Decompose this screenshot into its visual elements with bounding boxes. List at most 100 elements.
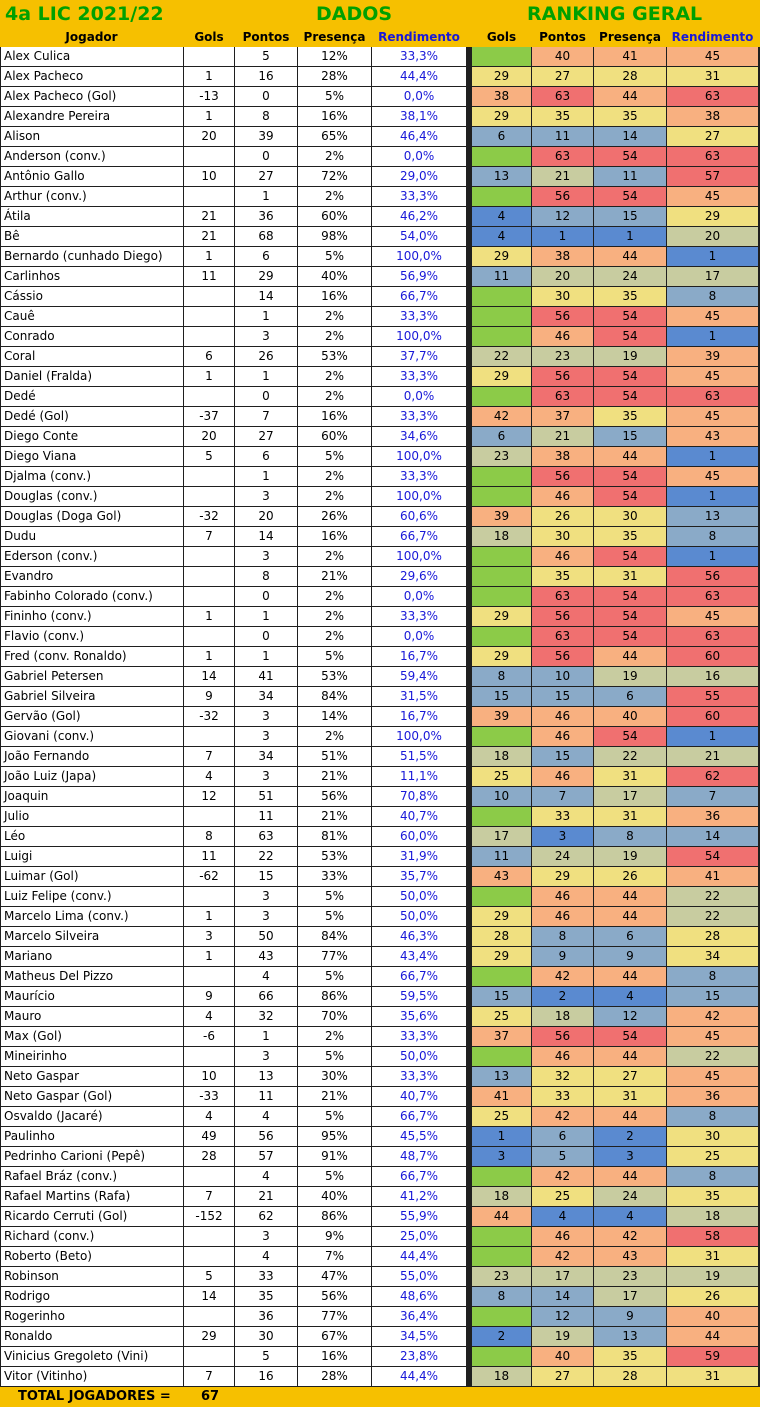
gols-cell[interactable]: 7 [184, 1187, 234, 1206]
presenca-cell[interactable]: 86% [298, 987, 371, 1006]
pontos-cell[interactable]: 4 [235, 1107, 297, 1126]
presenca-cell[interactable]: 77% [298, 947, 371, 966]
rank-presenca-cell[interactable]: 19 [594, 847, 666, 866]
player-name[interactable]: Conrado [1, 327, 183, 346]
table-row[interactable]: Diego Conte 20 27 60% 34,6% 6 21 15 43 [0, 427, 760, 447]
header-rank-rendimento[interactable]: Rendimento [671, 30, 754, 44]
rank-presenca-cell[interactable]: 54 [594, 147, 666, 166]
presenca-cell[interactable]: 84% [298, 927, 371, 946]
rank-gols-cell[interactable] [472, 807, 531, 826]
rendimento-cell[interactable]: 23,8% [372, 1347, 466, 1366]
table-row[interactable]: Rafael Martins (Rafa) 7 21 40% 41,2% 18 25 24 35 [0, 1187, 760, 1207]
table-row[interactable]: Ederson (conv.) 3 2% 100,0% 46 54 1 [0, 547, 760, 567]
player-name[interactable]: Richard (conv.) [1, 1227, 183, 1246]
rank-pontos-cell[interactable]: 46 [532, 727, 593, 746]
rank-pontos-cell[interactable]: 63 [532, 587, 593, 606]
rank-presenca-cell[interactable]: 44 [594, 647, 666, 666]
header-rank-pontos[interactable]: Pontos [539, 30, 586, 44]
rank-pontos-cell[interactable]: 12 [532, 1307, 593, 1326]
rank-presenca-cell[interactable]: 24 [594, 1187, 666, 1206]
rank-pontos-cell[interactable]: 46 [532, 887, 593, 906]
presenca-cell[interactable]: 5% [298, 247, 371, 266]
gols-cell[interactable]: 9 [184, 987, 234, 1006]
rank-rendimento-cell[interactable]: 16 [667, 667, 758, 686]
rendimento-cell[interactable]: 29,0% [372, 167, 466, 186]
gols-cell[interactable] [184, 1247, 234, 1266]
rank-gols-cell[interactable]: 38 [472, 87, 531, 106]
gols-cell[interactable]: 12 [184, 787, 234, 806]
rank-gols-cell[interactable]: 18 [472, 747, 531, 766]
rank-presenca-cell[interactable]: 54 [594, 187, 666, 206]
player-name[interactable]: Fininho (conv.) [1, 607, 183, 626]
gols-cell[interactable] [184, 1347, 234, 1366]
presenca-cell[interactable]: 16% [298, 107, 371, 126]
pontos-cell[interactable]: 16 [235, 67, 297, 86]
rendimento-cell[interactable]: 31,5% [372, 687, 466, 706]
rank-gols-cell[interactable] [472, 567, 531, 586]
pontos-cell[interactable]: 8 [235, 107, 297, 126]
rank-presenca-cell[interactable]: 31 [594, 1087, 666, 1106]
player-name[interactable]: Giovani (conv.) [1, 727, 183, 746]
presenca-cell[interactable]: 2% [298, 727, 371, 746]
rank-gols-cell[interactable]: 10 [472, 787, 531, 806]
rank-presenca-cell[interactable]: 42 [594, 1227, 666, 1246]
gols-cell[interactable]: -37 [184, 407, 234, 426]
rendimento-cell[interactable]: 51,5% [372, 747, 466, 766]
header-rank-gols[interactable]: Gols [486, 30, 517, 44]
rank-rendimento-cell[interactable]: 22 [667, 887, 758, 906]
pontos-cell[interactable]: 36 [235, 207, 297, 226]
presenca-cell[interactable]: 16% [298, 527, 371, 546]
rendimento-cell[interactable]: 34,5% [372, 1327, 466, 1346]
rendimento-cell[interactable]: 55,9% [372, 1207, 466, 1226]
rank-pontos-cell[interactable]: 33 [532, 1087, 593, 1106]
gols-cell[interactable]: 10 [184, 167, 234, 186]
player-name[interactable]: Alex Pacheco [1, 67, 183, 86]
gols-cell[interactable]: 6 [184, 347, 234, 366]
player-name[interactable]: Antônio Gallo [1, 167, 183, 186]
rank-presenca-cell[interactable]: 31 [594, 807, 666, 826]
rendimento-cell[interactable]: 16,7% [372, 647, 466, 666]
rendimento-cell[interactable]: 41,2% [372, 1187, 466, 1206]
table-row[interactable]: Richard (conv.) 3 9% 25,0% 46 42 58 [0, 1227, 760, 1247]
pontos-cell[interactable]: 1 [235, 307, 297, 326]
rank-gols-cell[interactable]: 3 [472, 1147, 531, 1166]
table-row[interactable]: Robinson 5 33 47% 55,0% 23 17 23 19 [0, 1267, 760, 1287]
rank-pontos-cell[interactable]: 42 [532, 967, 593, 986]
rank-gols-cell[interactable]: 2 [472, 1327, 531, 1346]
table-row[interactable]: Max (Gol) -6 1 2% 33,3% 37 56 54 45 [0, 1027, 760, 1047]
presenca-cell[interactable]: 2% [298, 1027, 371, 1046]
rank-rendimento-cell[interactable]: 54 [667, 847, 758, 866]
rank-gols-cell[interactable] [472, 487, 531, 506]
gols-cell[interactable]: 7 [184, 747, 234, 766]
rank-pontos-cell[interactable]: 56 [532, 467, 593, 486]
table-row[interactable]: Gervão (Gol) -32 3 14% 16,7% 39 46 40 60 [0, 707, 760, 727]
player-name[interactable]: Vinicius Gregoleto (Vini) [1, 1347, 183, 1366]
rank-rendimento-cell[interactable]: 63 [667, 87, 758, 106]
rank-gols-cell[interactable]: 41 [472, 1087, 531, 1106]
rank-rendimento-cell[interactable]: 14 [667, 827, 758, 846]
rendimento-cell[interactable]: 50,0% [372, 1047, 466, 1066]
presenca-cell[interactable]: 81% [298, 827, 371, 846]
rank-presenca-cell[interactable]: 15 [594, 207, 666, 226]
gols-cell[interactable]: 1 [184, 67, 234, 86]
rank-gols-cell[interactable] [472, 587, 531, 606]
rank-pontos-cell[interactable]: 63 [532, 387, 593, 406]
rank-pontos-cell[interactable]: 56 [532, 367, 593, 386]
rank-pontos-cell[interactable]: 46 [532, 707, 593, 726]
rank-rendimento-cell[interactable]: 8 [667, 1107, 758, 1126]
rank-rendimento-cell[interactable]: 20 [667, 227, 758, 246]
rank-presenca-cell[interactable]: 35 [594, 1347, 666, 1366]
pontos-cell[interactable]: 13 [235, 1067, 297, 1086]
rendimento-cell[interactable]: 100,0% [372, 247, 466, 266]
presenca-cell[interactable]: 5% [298, 447, 371, 466]
table-row[interactable]: Diego Viana 5 6 5% 100,0% 23 38 44 1 [0, 447, 760, 467]
header-presenca[interactable]: Presença [303, 30, 366, 44]
pontos-cell[interactable]: 11 [235, 1087, 297, 1106]
rank-rendimento-cell[interactable]: 1 [667, 547, 758, 566]
pontos-cell[interactable]: 1 [235, 187, 297, 206]
rank-rendimento-cell[interactable]: 62 [667, 767, 758, 786]
rank-pontos-cell[interactable]: 17 [532, 1267, 593, 1286]
pontos-cell[interactable]: 8 [235, 567, 297, 586]
rank-presenca-cell[interactable]: 22 [594, 747, 666, 766]
rank-gols-cell[interactable]: 37 [472, 1027, 531, 1046]
